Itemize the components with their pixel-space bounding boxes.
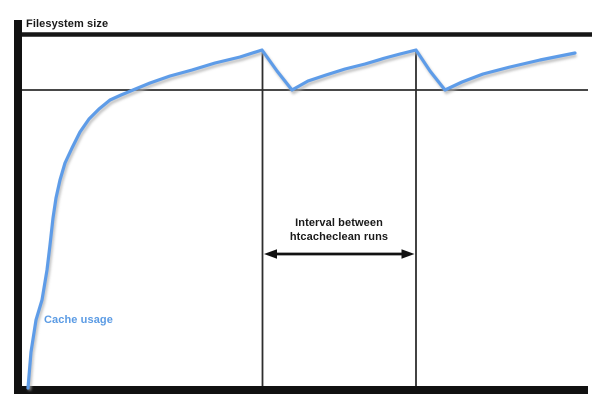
filesystem-size-label: Filesystem size <box>26 18 109 30</box>
arrow-head-right-icon <box>401 249 415 259</box>
interval-arrow <box>264 249 415 259</box>
cache-usage-label: Cache usage <box>44 314 113 326</box>
interval-label-line2: htcacheclean runs <box>289 230 389 243</box>
cache-usage-curve <box>26 48 577 390</box>
x-axis <box>14 386 588 394</box>
interval-label-line1: Interval between <box>295 217 383 229</box>
interval-label: Interval between htcacheclean runs <box>269 217 409 244</box>
y-axis <box>14 20 22 394</box>
arrow-head-left-icon <box>264 249 277 259</box>
